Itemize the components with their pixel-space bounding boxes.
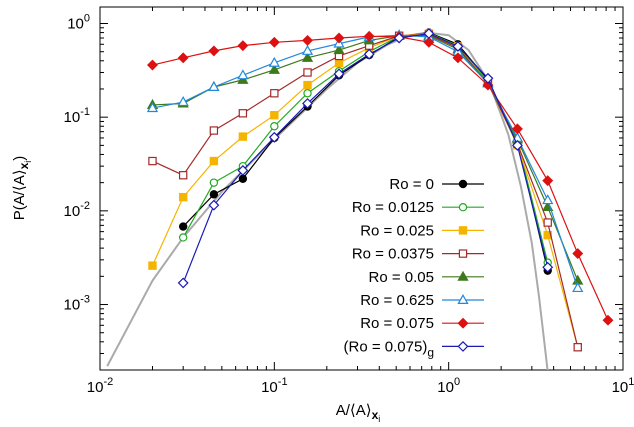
x-tick-labels: 10-2 10-1 100 101 xyxy=(87,376,634,396)
data-point xyxy=(270,110,279,120)
data-point xyxy=(209,190,219,199)
legend-label: Ro = 0.625 xyxy=(360,292,434,309)
data-point xyxy=(268,36,280,48)
data-point xyxy=(423,28,435,40)
data-point xyxy=(333,68,345,80)
data-point xyxy=(238,109,248,118)
y-tick-label: 100 xyxy=(67,12,90,32)
data-point xyxy=(237,69,249,80)
data-point xyxy=(268,63,280,74)
data-point xyxy=(208,199,220,211)
data-point xyxy=(333,44,345,55)
data-point xyxy=(393,32,405,44)
data-point xyxy=(148,156,157,166)
data-point xyxy=(268,131,280,143)
data-point xyxy=(572,248,584,260)
data-point xyxy=(209,156,219,166)
axis-ticks xyxy=(99,7,624,371)
data-point xyxy=(482,79,494,91)
legend-marker xyxy=(457,317,469,329)
data-point xyxy=(303,89,312,98)
data-point xyxy=(178,233,188,242)
legend-marker xyxy=(457,270,469,281)
data-point xyxy=(303,80,312,90)
data-point xyxy=(511,139,523,151)
data-point xyxy=(177,52,189,64)
legend-marker xyxy=(457,340,469,352)
x-tick-label: 101 xyxy=(612,376,634,396)
data-point xyxy=(147,59,158,71)
data-point xyxy=(303,68,312,77)
data-point xyxy=(452,52,464,64)
x-tick-label: 10-2 xyxy=(87,376,113,396)
data-point xyxy=(334,58,344,68)
y-axis-label: P(A/⟨A⟩xi) xyxy=(11,156,33,221)
data-point xyxy=(209,178,219,187)
legend-marker xyxy=(458,202,468,212)
data-point xyxy=(363,48,375,60)
data-point xyxy=(146,102,159,113)
data-point xyxy=(270,89,279,98)
data-point xyxy=(452,40,464,52)
data-point xyxy=(542,194,554,205)
plot-frame xyxy=(99,6,624,371)
data-point xyxy=(482,72,494,84)
y-tick-label: 10-3 xyxy=(64,294,90,314)
series-7 xyxy=(147,30,614,326)
data-point xyxy=(602,314,614,326)
data-point xyxy=(237,40,249,52)
legend-label: Ro = 0 xyxy=(389,176,434,193)
reference-curve xyxy=(106,31,549,370)
data-point xyxy=(238,132,248,141)
series-8 xyxy=(177,28,554,289)
data-point xyxy=(209,126,219,135)
data-point xyxy=(302,98,313,109)
data-point xyxy=(178,222,188,231)
legend-marker xyxy=(458,249,468,258)
data-point xyxy=(363,30,375,42)
legend: Ro = 0 Ro = 0.0125 Ro = 0.025 Ro = 0.0375 Ro… xyxy=(344,176,484,359)
data-point xyxy=(301,51,314,62)
data-point xyxy=(573,343,582,352)
data-point xyxy=(333,32,345,44)
legend-label: Ro = 0.0125 xyxy=(352,199,434,216)
x-axis-label: A/⟨A⟩xi xyxy=(336,402,381,424)
legend-label: Ro = 0.075 xyxy=(360,315,434,332)
legend-marker xyxy=(457,293,469,304)
data-point xyxy=(542,261,554,273)
y-tick-label: 10-1 xyxy=(64,106,90,126)
legend-label: Ro = 0.05 xyxy=(369,269,434,286)
data-point xyxy=(542,175,554,187)
data-point xyxy=(208,80,220,91)
data-point xyxy=(572,282,584,293)
plot-area xyxy=(106,28,614,370)
data-point xyxy=(237,164,249,176)
data-point xyxy=(301,44,314,55)
y-tick-labels: 10-3 10-2 10-1 100 xyxy=(64,12,90,313)
data-point xyxy=(148,261,157,270)
data-point xyxy=(178,192,188,202)
legend-label: (Ro = 0.075)g xyxy=(344,338,434,359)
y-tick-label: 10-2 xyxy=(64,200,90,220)
series-line xyxy=(152,35,609,321)
legend-marker xyxy=(458,226,468,235)
data-point xyxy=(238,174,248,183)
x-tick-label: 10-1 xyxy=(261,376,287,396)
data-point xyxy=(511,123,523,135)
data-point xyxy=(423,36,435,48)
data-point xyxy=(302,34,313,46)
x-tick-label: 100 xyxy=(437,376,460,396)
data-point xyxy=(177,96,189,107)
data-point xyxy=(208,45,220,57)
data-point xyxy=(270,122,279,131)
data-point xyxy=(177,277,189,289)
data-point xyxy=(268,56,280,67)
legend-label: Ro = 0.025 xyxy=(360,222,434,239)
data-point xyxy=(178,171,188,180)
legend-marker xyxy=(458,179,468,189)
data-point xyxy=(543,218,552,227)
legend-label: Ro = 0.0375 xyxy=(352,246,434,263)
